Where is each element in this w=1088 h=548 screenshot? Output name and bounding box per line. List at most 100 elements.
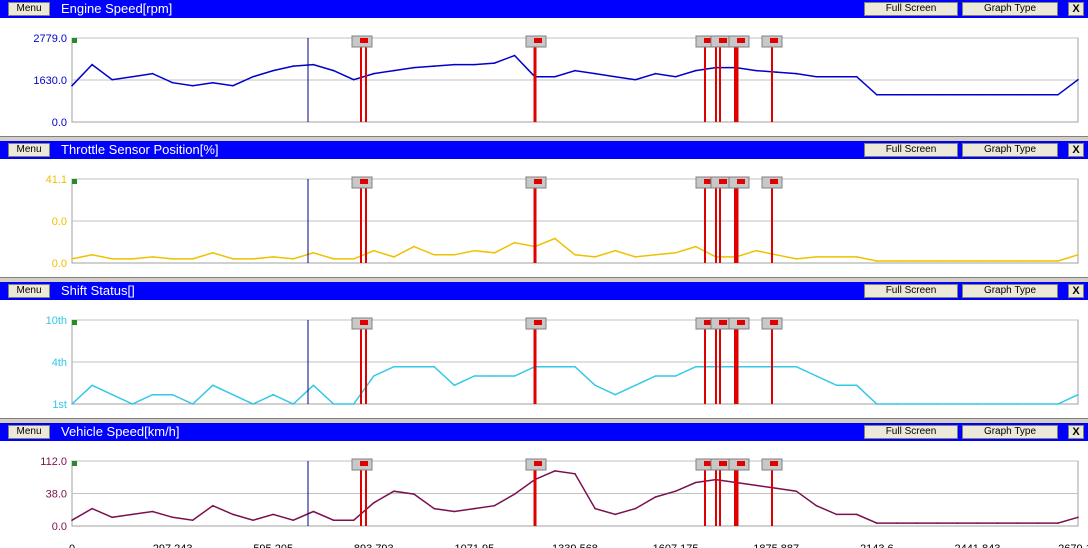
data-point [1077, 78, 1079, 81]
start-marker-icon [72, 38, 77, 43]
data-point [473, 63, 476, 66]
menu-button[interactable]: Menu [8, 2, 50, 16]
data-point [332, 403, 335, 405]
data-point [111, 516, 113, 519]
flag-icon[interactable] [761, 35, 783, 48]
data-point [373, 249, 375, 252]
data-point [413, 66, 415, 69]
flag-icon[interactable] [525, 35, 547, 48]
panel-titlebar: Menu Shift Status[] Full Screen Graph Ty… [0, 282, 1088, 300]
flag-icon[interactable] [728, 176, 750, 189]
chart-shift-status[interactable]: 10th 4th 1st [0, 300, 1088, 418]
data-point [775, 254, 777, 256]
close-button[interactable]: X [1068, 425, 1084, 439]
panel-title: Throttle Sensor Position[%] [61, 142, 219, 157]
data-point [171, 258, 174, 260]
data-point [393, 365, 395, 368]
close-button[interactable]: X [1068, 2, 1084, 16]
chart-throttle-position[interactable]: 41.1 0.0 0.0 [0, 159, 1088, 277]
data-point [674, 490, 677, 492]
flag-icon[interactable] [710, 317, 732, 330]
flag-icon[interactable] [761, 458, 783, 471]
full-screen-button[interactable]: Full Screen [864, 284, 958, 298]
flag-icon[interactable] [351, 458, 373, 471]
data-point [574, 365, 576, 368]
panel-titlebar: Menu Throttle Sensor Position[%] Full Sc… [0, 141, 1088, 159]
data-point [91, 254, 93, 256]
data-point [855, 513, 858, 516]
menu-button[interactable]: Menu [8, 425, 50, 439]
graph-type-button[interactable]: Graph Type [962, 284, 1058, 298]
data-point [775, 71, 777, 73]
data-point [131, 258, 134, 260]
data-point [554, 75, 556, 78]
graph-type-button[interactable]: Graph Type [962, 2, 1058, 16]
data-point [1016, 94, 1019, 96]
flag-icon[interactable] [710, 35, 732, 48]
full-screen-button[interactable]: Full Screen [864, 2, 958, 16]
panel-divider [0, 277, 1088, 278]
data-point [1037, 94, 1039, 96]
data-point [473, 507, 476, 510]
flag-icon[interactable] [761, 317, 783, 330]
data-point [151, 393, 154, 396]
flag-icon[interactable] [728, 35, 750, 48]
flag-icon[interactable] [525, 176, 547, 189]
chart-vehicle-speed[interactable]: 112.0 38.0 0.0 [0, 441, 1088, 540]
data-point [292, 65, 295, 67]
data-point [755, 365, 757, 368]
data-point [332, 258, 335, 260]
flag-icon[interactable] [525, 317, 547, 330]
data-point [151, 256, 154, 258]
flag-icon[interactable] [525, 458, 547, 471]
data-point [795, 365, 798, 368]
data-point [252, 258, 254, 260]
data-point [775, 365, 777, 368]
menu-button[interactable]: Menu [8, 143, 50, 157]
data-point [976, 94, 979, 96]
close-button[interactable]: X [1068, 143, 1084, 157]
data-point [1077, 516, 1079, 519]
data-point [91, 384, 93, 387]
flag-icon[interactable] [351, 176, 373, 189]
data-point [513, 241, 516, 244]
data-point [795, 490, 798, 492]
graph-type-button[interactable]: Graph Type [962, 143, 1058, 157]
full-screen-button[interactable]: Full Screen [864, 425, 958, 439]
data-point [614, 75, 616, 78]
data-point [674, 252, 677, 254]
y-tick-label: 0.0 [52, 521, 67, 533]
menu-button[interactable]: Menu [8, 284, 50, 298]
data-point [272, 513, 275, 516]
data-point [855, 256, 858, 258]
data-point [171, 516, 174, 519]
data-point [654, 375, 657, 377]
chart-engine-speed[interactable]: 2779.0 1630.0 0.0 [0, 18, 1088, 136]
flag-icon[interactable] [710, 458, 732, 471]
flag-icon[interactable] [710, 176, 732, 189]
panel-divider [0, 418, 1088, 419]
panel-shift-status: Menu Shift Status[] Full Screen Graph Ty… [0, 282, 1088, 418]
flag-icon[interactable] [728, 317, 750, 330]
data-point [815, 256, 818, 258]
data-point [71, 403, 73, 405]
data-point [332, 69, 335, 72]
data-point [453, 384, 456, 387]
flag-icon[interactable] [728, 458, 750, 471]
data-point [574, 69, 576, 72]
close-button[interactable]: X [1068, 284, 1084, 298]
data-point [413, 365, 415, 368]
data-point [634, 384, 637, 387]
start-marker-icon [72, 320, 77, 325]
full-screen-button[interactable]: Full Screen [864, 143, 958, 157]
data-point [232, 84, 234, 87]
data-point [976, 522, 979, 524]
flag-icon[interactable] [761, 176, 783, 189]
graph-type-button[interactable]: Graph Type [962, 425, 1058, 439]
flag-icon[interactable] [351, 35, 373, 48]
data-point [352, 519, 355, 521]
data-point [996, 403, 999, 405]
y-tick-label: 41.1 [46, 174, 67, 186]
data-point [453, 254, 456, 256]
flag-icon[interactable] [351, 317, 373, 330]
